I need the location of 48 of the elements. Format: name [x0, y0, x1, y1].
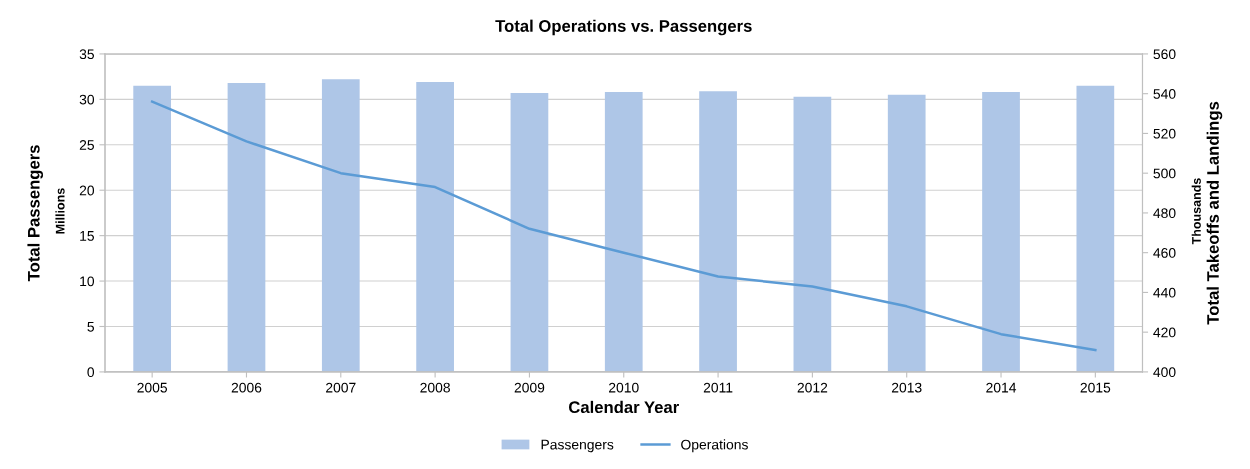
bar: [887, 94, 926, 372]
bar: [510, 93, 549, 372]
bar: [321, 79, 360, 372]
y-tick-label: 0: [87, 367, 95, 378]
y2-tick-label: 460: [1153, 248, 1176, 258]
y2-tick-label: 400: [1153, 367, 1176, 378]
bar: [604, 92, 643, 372]
line-series: [150, 100, 1097, 352]
y2-tick-label: 420: [1153, 327, 1176, 338]
y2-tick-label: 480: [1153, 208, 1176, 219]
y-tick-label: 5: [87, 321, 94, 332]
x-tick-label: 2012: [797, 382, 828, 393]
text: Millions: [55, 188, 65, 234]
text: Thousands: [1191, 178, 1201, 245]
y-tick-label: 30: [79, 94, 95, 105]
y2-tick-label: 440: [1153, 287, 1176, 298]
chart-title: Total Operations vs. Passengers: [495, 19, 752, 36]
y-tick-label: 20: [79, 185, 95, 196]
y2-tick-label: 540: [1153, 89, 1176, 99]
bar: [416, 82, 454, 372]
x-tick-label: 2006: [231, 382, 262, 393]
bar: [227, 83, 266, 372]
x-tick-label: 2013: [891, 382, 922, 393]
bar: [1076, 85, 1115, 372]
y2-tick-label: 500: [1153, 168, 1176, 179]
legend-label: Operations: [681, 439, 748, 453]
x-tick-label: 2005: [137, 382, 168, 393]
y-tick-label: 10: [80, 276, 95, 287]
legend-label: Passengers: [541, 439, 614, 453]
y2-tick-label: 560: [1153, 49, 1176, 60]
bar: [793, 96, 832, 372]
y-tick-label: 25: [79, 140, 94, 150]
x-tick-label: 2015: [1080, 382, 1111, 393]
x-tick-label: 2008: [420, 382, 450, 393]
y-axis-title: Total Passengers: [27, 145, 44, 282]
y-tick-label: 15: [80, 231, 94, 241]
x-tick-label: 2009: [514, 382, 545, 393]
x-tick-label: 2007: [326, 382, 356, 393]
x-tick-label: 2011: [703, 382, 733, 393]
bar: [982, 92, 1020, 372]
y-tick-label: 35: [79, 49, 94, 60]
y2-axis-title: Total Takeoffs and Landings: [1206, 101, 1223, 325]
x-axis-title: Calendar Year: [568, 400, 679, 414]
bar: [699, 91, 737, 372]
y2-tick-label: 520: [1153, 128, 1176, 139]
x-tick-label: 2014: [986, 382, 1017, 393]
x-tick-label: 2010: [609, 382, 639, 393]
bar: [133, 85, 172, 372]
